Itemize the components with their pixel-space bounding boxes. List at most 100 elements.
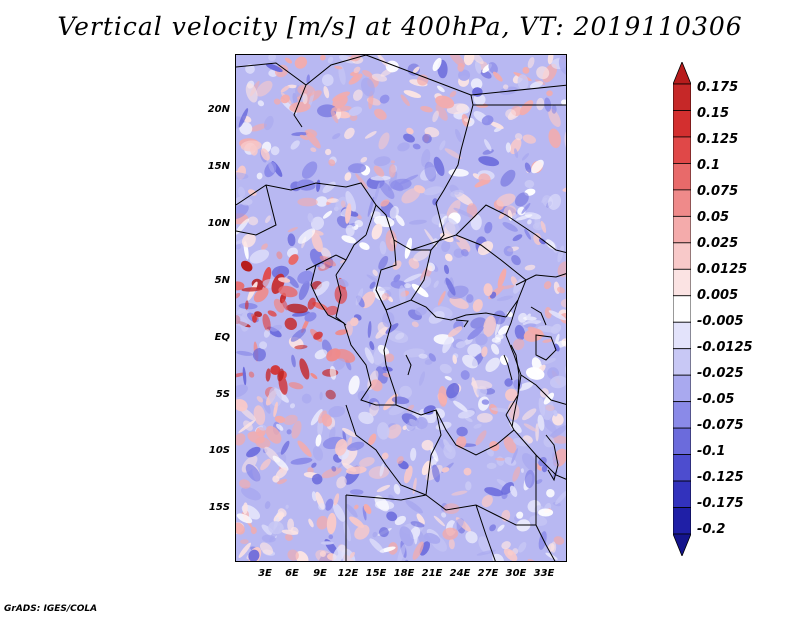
field-patch bbox=[377, 344, 390, 356]
field-patch bbox=[318, 410, 327, 424]
field-patch bbox=[527, 57, 535, 69]
field-patch bbox=[388, 164, 396, 178]
field-patch bbox=[458, 69, 471, 81]
field-patch bbox=[518, 542, 527, 553]
field-patch bbox=[291, 132, 309, 136]
field-patch bbox=[483, 315, 496, 337]
colorbar-label: 0.05 bbox=[697, 210, 730, 225]
field-patch bbox=[325, 305, 339, 316]
field-patch bbox=[259, 341, 268, 350]
field-patch bbox=[372, 531, 378, 538]
field-patch bbox=[463, 337, 473, 345]
field-patch bbox=[345, 191, 356, 212]
field-patch bbox=[255, 437, 271, 449]
lon-label: 18E bbox=[393, 568, 415, 579]
field-patch bbox=[281, 529, 299, 535]
field-patch bbox=[245, 64, 255, 74]
lat-label: 15S bbox=[208, 502, 230, 513]
field-patch bbox=[498, 325, 510, 335]
field-patch bbox=[406, 421, 416, 431]
field-patch bbox=[319, 263, 326, 270]
field-patch bbox=[557, 245, 565, 263]
field-patch bbox=[261, 534, 276, 543]
field-patch bbox=[378, 255, 389, 270]
field-patch bbox=[276, 478, 288, 485]
field-patch bbox=[557, 286, 565, 294]
field-patch bbox=[275, 467, 288, 479]
field-patch bbox=[346, 504, 358, 518]
field-patch bbox=[360, 156, 368, 163]
field-patch bbox=[349, 516, 365, 528]
field-patch bbox=[344, 172, 352, 181]
field-patch bbox=[523, 323, 537, 329]
colorbar bbox=[673, 62, 691, 556]
field-patch bbox=[453, 207, 474, 218]
field-patch bbox=[552, 413, 564, 426]
field-patch bbox=[273, 401, 278, 418]
field-patch bbox=[429, 445, 439, 462]
field-patch bbox=[441, 467, 450, 473]
field-patch bbox=[253, 405, 266, 426]
field-patch bbox=[256, 80, 273, 97]
field-patch bbox=[262, 313, 271, 332]
field-patch bbox=[369, 538, 385, 554]
field-patch bbox=[236, 196, 243, 205]
field-patch bbox=[496, 295, 513, 302]
field-patch bbox=[284, 317, 297, 331]
field-patch bbox=[389, 206, 399, 219]
field-patch bbox=[423, 405, 436, 415]
field-patch bbox=[489, 121, 504, 130]
field-patch bbox=[477, 413, 493, 423]
field-patch bbox=[435, 95, 455, 109]
field-patch bbox=[271, 265, 290, 279]
colorbar-label: 0.175 bbox=[697, 80, 739, 95]
field-patch bbox=[245, 83, 258, 103]
field-patch bbox=[524, 264, 536, 271]
field-patch bbox=[283, 414, 298, 426]
field-patch bbox=[332, 544, 346, 561]
field-patch bbox=[511, 448, 519, 464]
field-patch bbox=[302, 93, 308, 105]
field-patch bbox=[491, 343, 500, 355]
field-patch bbox=[503, 245, 514, 257]
field-patch bbox=[441, 512, 447, 518]
field-patch bbox=[327, 56, 334, 64]
field-patch bbox=[366, 274, 379, 283]
field-patch bbox=[443, 217, 461, 236]
field-patch bbox=[547, 193, 562, 210]
field-patch bbox=[335, 329, 349, 336]
lon-label: 33E bbox=[533, 568, 555, 579]
field-patch bbox=[452, 518, 464, 532]
field-patch bbox=[544, 307, 552, 319]
field-patch bbox=[432, 110, 439, 123]
field-patch bbox=[380, 199, 390, 207]
field-patch bbox=[467, 326, 484, 340]
colorbar-label: 0.125 bbox=[697, 132, 739, 147]
field-patch bbox=[381, 452, 389, 460]
field-patch bbox=[298, 280, 310, 301]
field-patch bbox=[292, 92, 298, 105]
field-patch bbox=[435, 104, 448, 121]
field-patch bbox=[374, 495, 390, 512]
field-patch bbox=[521, 453, 538, 472]
field-patch bbox=[239, 479, 251, 489]
field-patch bbox=[433, 156, 445, 177]
field-patch bbox=[347, 436, 353, 448]
field-patch bbox=[274, 415, 286, 424]
field-patch bbox=[372, 269, 378, 277]
field-patch bbox=[464, 416, 473, 423]
field-patch bbox=[311, 491, 317, 502]
field-patch bbox=[412, 541, 424, 560]
field-patch bbox=[524, 228, 532, 240]
field-patch bbox=[465, 531, 478, 544]
field-patch bbox=[550, 541, 557, 553]
field-patch bbox=[377, 55, 388, 67]
field-patch bbox=[236, 433, 246, 446]
colorbar-label: -0.075 bbox=[697, 418, 744, 433]
field-patch bbox=[320, 55, 326, 61]
field-patch bbox=[420, 276, 432, 288]
field-patch bbox=[394, 515, 406, 526]
field-patch bbox=[273, 98, 281, 105]
field-patch bbox=[376, 484, 391, 493]
field-patch bbox=[286, 303, 309, 314]
